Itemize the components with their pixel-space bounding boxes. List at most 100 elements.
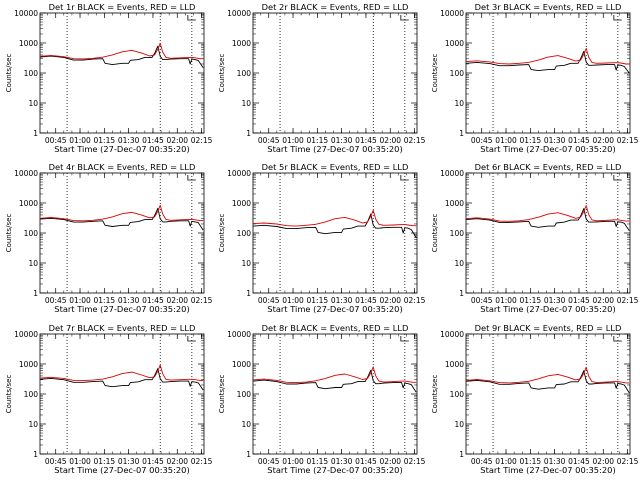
x-tick-label: 01:00 bbox=[69, 136, 91, 145]
x-tick-label: 02:00 bbox=[592, 296, 614, 305]
y-tick-label: 10 bbox=[241, 420, 251, 429]
panel-det-9r: Det 9r BLACK = Events, RED = LLD 1 10 100 10… bbox=[431, 323, 639, 475]
x-tick-label: 02:00 bbox=[166, 457, 188, 466]
lld-series-line bbox=[40, 42, 204, 60]
lld-series-line bbox=[40, 204, 204, 222]
x-tick-label: 02:15 bbox=[191, 296, 213, 305]
y-tick-label: 10 bbox=[454, 99, 464, 108]
x-tick-label: 00:45 bbox=[45, 136, 67, 145]
interval-bracket-mark bbox=[613, 175, 622, 181]
y-axis-label: Counts/sec bbox=[431, 214, 439, 253]
x-tick-label: 01:00 bbox=[282, 136, 304, 145]
lld-series-line bbox=[40, 364, 204, 382]
x-tick-label: 01:30 bbox=[331, 296, 353, 305]
interval-bracket-mark bbox=[187, 15, 196, 21]
y-tick-label: 100 bbox=[450, 390, 465, 399]
y-axis-label: Counts/sec bbox=[5, 54, 13, 93]
x-axis-label: Start Time (27-Dec-07 00:35:20) bbox=[54, 304, 189, 314]
x-tick-label: 00:45 bbox=[45, 457, 67, 466]
y-axis-label: Counts/sec bbox=[5, 214, 13, 253]
y-tick-label: 1 bbox=[246, 289, 251, 298]
plot-frame bbox=[252, 172, 418, 294]
interval-bracket-mark bbox=[187, 336, 196, 342]
x-tick-label: 02:15 bbox=[617, 136, 639, 145]
events-series-line bbox=[40, 207, 204, 231]
x-tick-label: 01:15 bbox=[307, 136, 329, 145]
x-tick-label: 01:45 bbox=[142, 136, 164, 145]
x-tick-label: 01:15 bbox=[520, 457, 542, 466]
x-tick-label: 01:00 bbox=[495, 457, 517, 466]
plot-frame bbox=[252, 333, 418, 455]
x-tick-label: 02:00 bbox=[166, 296, 188, 305]
x-tick-label: 01:30 bbox=[544, 457, 566, 466]
x-tick-label: 02:15 bbox=[404, 457, 426, 466]
x-tick-label: 01:00 bbox=[495, 136, 517, 145]
y-tick-label: 10000 bbox=[14, 169, 38, 178]
y-tick-label: 10000 bbox=[14, 9, 38, 18]
x-tick-label: 01:15 bbox=[520, 136, 542, 145]
x-tick-label: 00:45 bbox=[471, 296, 493, 305]
y-tick-label: 1 bbox=[459, 289, 464, 298]
x-tick-label: 02:00 bbox=[379, 136, 401, 145]
x-tick-label: 01:45 bbox=[355, 296, 377, 305]
y-tick-label: 10 bbox=[241, 99, 251, 108]
x-tick-label: 02:00 bbox=[592, 457, 614, 466]
y-tick-label: 10000 bbox=[440, 330, 464, 339]
interval-bracket-mark bbox=[613, 15, 622, 21]
y-tick-label: 1000 bbox=[445, 199, 464, 208]
lld-series-line bbox=[253, 209, 417, 227]
x-tick-label: 02:15 bbox=[191, 457, 213, 466]
y-tick-label: 1000 bbox=[232, 360, 251, 369]
y-tick-label: 100 bbox=[450, 69, 465, 78]
events-series-line bbox=[253, 213, 417, 238]
interval-bracket-mark bbox=[613, 336, 622, 342]
y-tick-label: 10000 bbox=[14, 330, 38, 339]
y-tick-label: 1 bbox=[33, 289, 38, 298]
x-tick-label: 02:00 bbox=[379, 457, 401, 466]
lld-series-line bbox=[466, 205, 630, 222]
y-tick-label: 100 bbox=[237, 229, 252, 238]
y-tick-label: 100 bbox=[24, 69, 39, 78]
y-tick-label: 100 bbox=[24, 229, 39, 238]
y-tick-label: 10 bbox=[454, 420, 464, 429]
x-tick-label: 01:30 bbox=[118, 457, 140, 466]
lld-series-line bbox=[466, 366, 630, 384]
y-tick-label: 1000 bbox=[19, 360, 38, 369]
panel-title: Det 7r BLACK = Events, RED = LLD bbox=[49, 323, 196, 333]
y-tick-label: 10000 bbox=[227, 330, 251, 339]
y-tick-label: 10 bbox=[28, 420, 38, 429]
y-tick-label: 100 bbox=[237, 390, 252, 399]
panel-det-2r: Det 2r BLACK = Events, RED = LLD 1 10 100 10… bbox=[218, 2, 426, 154]
x-tick-label: 01:00 bbox=[69, 457, 91, 466]
plot-frame bbox=[39, 172, 205, 294]
panel-title: Det 2r BLACK = Events, RED = LLD bbox=[262, 2, 409, 12]
x-tick-label: 02:15 bbox=[617, 457, 639, 466]
x-tick-label: 01:45 bbox=[142, 457, 164, 466]
panel-det-3r: Det 3r BLACK = Events, RED = LLD 1 10 100 10… bbox=[431, 2, 639, 154]
panel-title: Det 8r BLACK = Events, RED = LLD bbox=[262, 323, 409, 333]
plot-frame bbox=[465, 12, 631, 134]
x-tick-label: 01:00 bbox=[282, 457, 304, 466]
x-tick-label: 01:15 bbox=[307, 457, 329, 466]
y-tick-label: 1000 bbox=[445, 39, 464, 48]
interval-bracket-mark bbox=[400, 336, 409, 342]
x-axis-label: Start Time (27-Dec-07 00:35:20) bbox=[267, 304, 402, 314]
x-tick-label: 02:00 bbox=[379, 296, 401, 305]
x-tick-label: 01:30 bbox=[544, 296, 566, 305]
x-axis-label: Start Time (27-Dec-07 00:35:20) bbox=[480, 144, 615, 154]
panel-det-1r: Det 1r BLACK = Events, RED = LLD 1 10 100 10… bbox=[5, 2, 213, 154]
panel-title: Det 4r BLACK = Events, RED = LLD bbox=[49, 162, 196, 172]
x-tick-label: 01:15 bbox=[94, 136, 116, 145]
x-tick-label: 00:45 bbox=[471, 136, 493, 145]
x-tick-label: 02:15 bbox=[191, 136, 213, 145]
y-tick-label: 10 bbox=[454, 259, 464, 268]
y-tick-label: 100 bbox=[237, 69, 252, 78]
plot-frame bbox=[39, 333, 205, 455]
y-axis-label: Counts/sec bbox=[218, 54, 226, 93]
y-tick-label: 1 bbox=[459, 450, 464, 459]
y-tick-label: 1000 bbox=[232, 39, 251, 48]
x-axis-label: Start Time (27-Dec-07 00:35:20) bbox=[267, 465, 402, 475]
x-tick-label: 01:45 bbox=[568, 136, 590, 145]
x-tick-label: 00:45 bbox=[258, 136, 280, 145]
x-tick-label: 01:00 bbox=[495, 296, 517, 305]
